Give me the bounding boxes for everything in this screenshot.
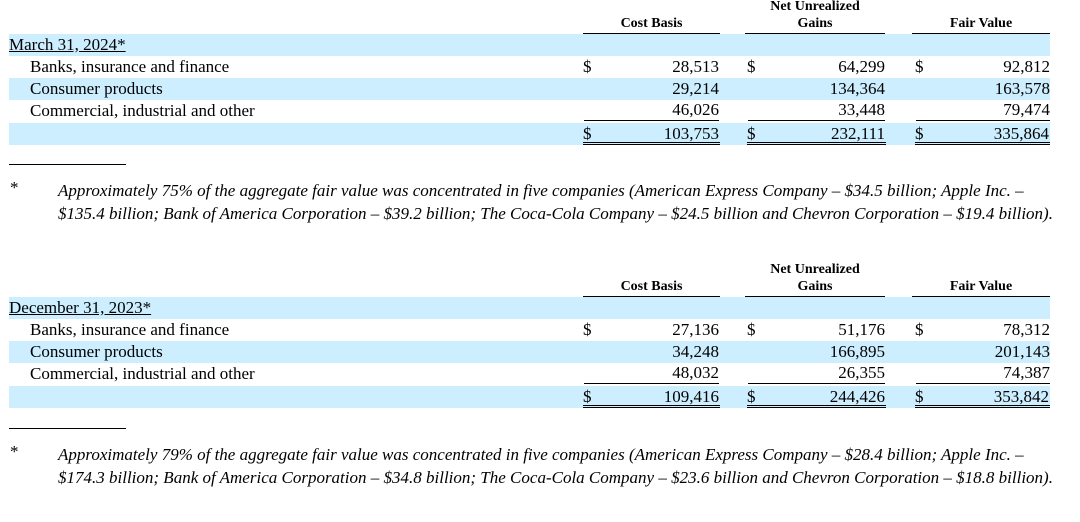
cost-basis-value: 29,214 xyxy=(672,79,719,98)
fair-value-value: 92,812 xyxy=(1003,57,1050,76)
date-label: December 31, 2023* xyxy=(9,298,152,317)
footnote-text: Approximately 75% of the aggregate fair … xyxy=(58,181,1053,223)
currency-symbol: $ xyxy=(915,57,924,76)
row-label: Banks, insurance and finance xyxy=(30,57,230,76)
total-cost-basis: 109,416 xyxy=(663,387,719,406)
row-label: Consumer products xyxy=(30,342,163,361)
total-fair-value: 353,842 xyxy=(993,387,1049,406)
currency-symbol: $ xyxy=(747,320,756,339)
currency-symbol: $ xyxy=(583,124,592,143)
fair-value-value: 163,578 xyxy=(994,79,1050,98)
cost-basis-value: 27,136 xyxy=(672,320,719,339)
table-row: Commercial, industrial and other 46,026 … xyxy=(9,100,1050,122)
total-fair-value-cell: $ 353,842 xyxy=(915,386,1050,408)
footnote-text: Approximately 79% of the aggregate fair … xyxy=(58,445,1053,487)
row-label: Banks, insurance and finance xyxy=(30,320,230,339)
footnote-marker: * xyxy=(10,442,19,461)
fair-value-value: 201,143 xyxy=(994,342,1050,361)
header-net-unrealized-line2: Gains xyxy=(797,279,833,294)
total-cost-basis-cell: $ 103,753 xyxy=(583,123,720,145)
header-fair-value: Fair Value xyxy=(912,278,1050,297)
cost-basis-value: 28,513 xyxy=(672,57,719,76)
header-cost-basis: Cost Basis xyxy=(583,15,720,34)
date-row: March 31, 2024* xyxy=(9,34,1050,56)
total-net-unrealized-gains-cell: $ 244,426 xyxy=(747,386,886,408)
footnote-marker: * xyxy=(10,178,19,197)
row-label: Commercial, industrial and other xyxy=(30,101,255,120)
header-fair-value: Fair Value xyxy=(912,15,1050,34)
currency-symbol: $ xyxy=(583,320,592,339)
row-label: Commercial, industrial and other xyxy=(30,364,255,383)
date-label: March 31, 2024* xyxy=(9,35,126,54)
table-row: Banks, insurance and finance $ 27,136 $ … xyxy=(9,319,1050,341)
net-unrealized-gains-value: 51,176 xyxy=(838,320,885,339)
total-net-unrealized-gains-cell: $ 232,111 xyxy=(747,123,886,145)
currency-symbol: $ xyxy=(583,57,592,76)
currency-symbol: $ xyxy=(747,387,756,406)
header-cost-basis: Cost Basis xyxy=(583,278,720,297)
table-row: Consumer products 34,248 166,895 201,143 xyxy=(9,341,1050,363)
net-unrealized-gains-value: 134,364 xyxy=(829,79,885,98)
total-row: $ 109,416 $ 244,426 $ 353,842 xyxy=(9,386,1050,408)
fair-value-value: 78,312 xyxy=(1003,320,1050,339)
fair-value-value: 74,387 xyxy=(916,363,1050,384)
row-label: Consumer products xyxy=(30,79,163,98)
footnote-divider xyxy=(9,164,126,165)
total-cost-basis-cell: $ 109,416 xyxy=(583,386,720,408)
total-row: $ 103,753 $ 232,111 $ 335,864 xyxy=(9,123,1050,145)
date-row: December 31, 2023* xyxy=(9,297,1050,319)
net-unrealized-gains-value: 33,448 xyxy=(748,100,885,121)
header-net-unrealized-line1: Net Unrealized xyxy=(770,262,860,277)
total-net-unrealized-gains: 232,111 xyxy=(831,124,885,143)
header-net-unrealized-line2: Gains xyxy=(797,16,833,31)
table-row: Banks, insurance and finance $ 28,513 $ … xyxy=(9,56,1050,78)
net-unrealized-gains-value: 64,299 xyxy=(838,57,885,76)
table-row: Consumer products 29,214 134,364 163,578 xyxy=(9,78,1050,100)
header-net-unrealized-gains: Net Unrealized Gains xyxy=(745,261,885,297)
total-cost-basis: 103,753 xyxy=(663,124,719,143)
cost-basis-value: 46,026 xyxy=(584,100,719,121)
cost-basis-value: 48,032 xyxy=(584,363,719,384)
header-net-unrealized-line1: Net Unrealized xyxy=(770,0,860,14)
header-net-unrealized-gains: Net Unrealized Gains xyxy=(745,0,885,34)
table-row: Commercial, industrial and other 48,032 … xyxy=(9,363,1050,385)
net-unrealized-gains-value: 166,895 xyxy=(829,342,885,361)
total-net-unrealized-gains: 244,426 xyxy=(829,387,885,406)
cost-basis-value: 34,248 xyxy=(672,342,719,361)
total-fair-value: 335,864 xyxy=(993,124,1049,143)
footnote-divider xyxy=(9,428,126,429)
currency-symbol: $ xyxy=(915,320,924,339)
currency-symbol: $ xyxy=(583,387,592,406)
currency-symbol: $ xyxy=(915,124,924,143)
currency-symbol: $ xyxy=(747,57,756,76)
total-fair-value-cell: $ 335,864 xyxy=(915,123,1050,145)
currency-symbol: $ xyxy=(747,124,756,143)
fair-value-value: 79,474 xyxy=(916,100,1050,121)
net-unrealized-gains-value: 26,355 xyxy=(748,363,885,384)
currency-symbol: $ xyxy=(915,387,924,406)
